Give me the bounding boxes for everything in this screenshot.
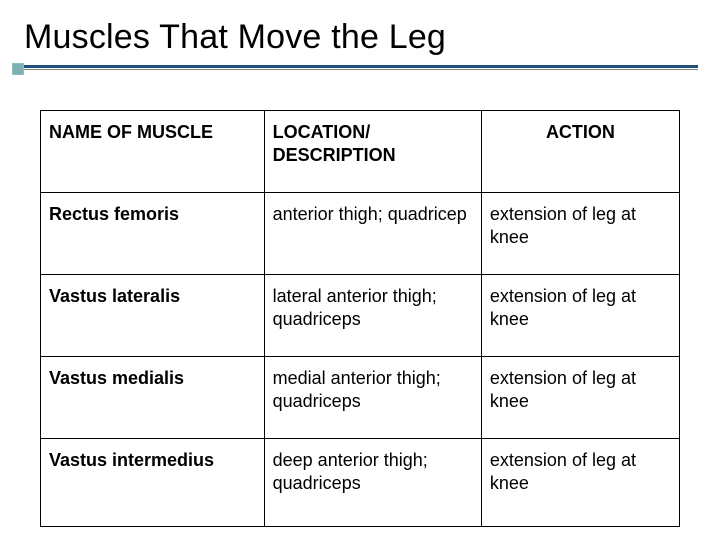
cell-location: anterior thigh; quadricep — [264, 193, 481, 275]
col-header-name: NAME OF MUSCLE — [41, 111, 265, 193]
cell-muscle-name: Vastus lateralis — [41, 275, 265, 357]
slide: Muscles That Move the Leg NAME OF MUSCLE… — [0, 0, 720, 540]
table-row: Vastus lateralis lateral anterior thigh;… — [41, 275, 680, 357]
table-row: Vastus medialis medial anterior thigh; q… — [41, 357, 680, 439]
cell-muscle-name: Rectus femoris — [41, 193, 265, 275]
cell-muscle-name: Vastus intermedius — [41, 439, 265, 527]
col-header-location: LOCATION/ DESCRIPTION — [264, 111, 481, 193]
col-header-action: ACTION — [481, 111, 679, 193]
cell-action: extension of leg at knee — [481, 439, 679, 527]
table-header-row: NAME OF MUSCLE LOCATION/ DESCRIPTION ACT… — [41, 111, 680, 193]
cell-location: deep anterior thigh; quadriceps — [264, 439, 481, 527]
title-underline — [24, 65, 698, 68]
table-row: Vastus intermedius deep anterior thigh; … — [41, 439, 680, 527]
cell-action: extension of leg at knee — [481, 357, 679, 439]
cell-action: extension of leg at knee — [481, 193, 679, 275]
page-title: Muscles That Move the Leg — [24, 18, 698, 57]
cell-action: extension of leg at knee — [481, 275, 679, 357]
muscle-table-wrap: NAME OF MUSCLE LOCATION/ DESCRIPTION ACT… — [40, 110, 680, 527]
title-block: Muscles That Move the Leg — [24, 18, 698, 68]
accent-square-icon — [12, 63, 24, 75]
cell-location: medial anterior thigh; quadriceps — [264, 357, 481, 439]
cell-location: lateral anterior thigh; quadriceps — [264, 275, 481, 357]
cell-muscle-name: Vastus medialis — [41, 357, 265, 439]
table-row: Rectus femoris anterior thigh; quadricep… — [41, 193, 680, 275]
muscle-table: NAME OF MUSCLE LOCATION/ DESCRIPTION ACT… — [40, 110, 680, 527]
